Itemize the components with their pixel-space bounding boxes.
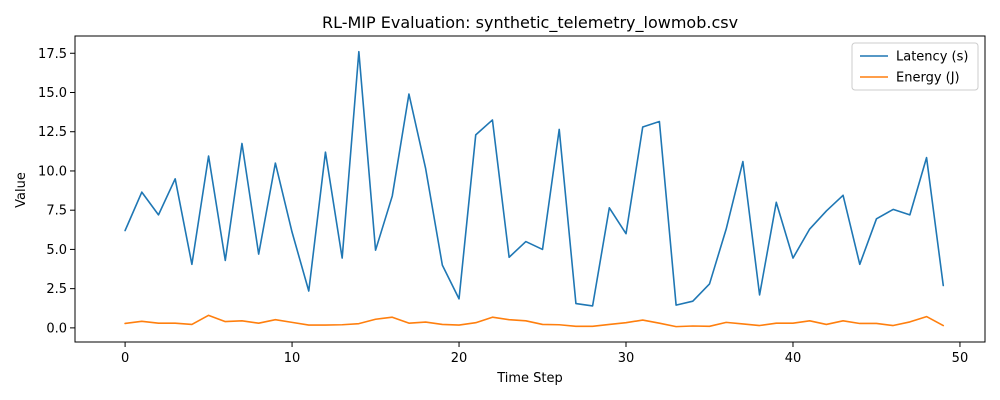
legend-box — [851, 42, 979, 91]
plot-area — [124, 50, 945, 328]
y-tick-label: 2.5 — [46, 282, 67, 297]
y-axis-label: Value — [14, 172, 29, 208]
legend-label-latency: Latency (s) — [896, 50, 968, 65]
x-tick-label: 10 — [284, 351, 301, 366]
y-tick-label: 15.0 — [38, 86, 67, 101]
series-line-latency — [124, 50, 945, 307]
x-axis-label: Time Step — [496, 371, 563, 386]
y-tick-label: 17.5 — [38, 47, 67, 62]
y-tick-label: 7.5 — [46, 204, 67, 219]
y-tick-label: 12.5 — [38, 125, 67, 140]
chart-title: RL-MIP Evaluation: synthetic_telemetry_l… — [322, 13, 738, 33]
x-tick-label: 50 — [952, 351, 969, 366]
x-tick-label: 40 — [785, 351, 802, 366]
series-line-energy — [124, 314, 945, 328]
legend-label-energy: Energy (J) — [896, 71, 960, 86]
axis-ticks: 0 10 20 30 40 50 0.0 2.5 5.0 7.5 10.0 12.5 15.0 17.5 — [38, 35, 986, 366]
y-tick-label: 5.0 — [46, 243, 67, 258]
y-tick-label: 0.0 — [46, 321, 67, 336]
x-tick-label: 0 — [121, 351, 129, 366]
axes-frame — [74, 35, 986, 343]
y-tick-label: 10.0 — [38, 164, 67, 179]
x-tick-label: 30 — [618, 351, 635, 366]
x-tick-label: 20 — [451, 351, 468, 366]
legend: Latency (s) Energy (J) — [851, 42, 979, 91]
